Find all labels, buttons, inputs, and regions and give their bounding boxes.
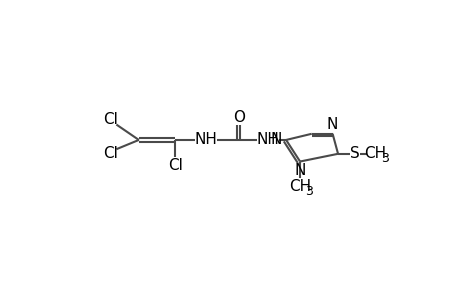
Text: 3: 3 — [305, 185, 313, 198]
Text: Cl: Cl — [102, 112, 118, 128]
Text: Cl: Cl — [102, 146, 118, 161]
Text: NH: NH — [195, 132, 217, 147]
Text: S: S — [349, 146, 359, 161]
Text: Cl: Cl — [168, 158, 182, 173]
Text: CH: CH — [364, 146, 386, 161]
Text: CH: CH — [288, 178, 310, 194]
Text: N: N — [326, 117, 337, 132]
Text: N: N — [270, 132, 282, 147]
Text: O: O — [232, 110, 244, 125]
Text: 3: 3 — [380, 152, 388, 165]
Text: N: N — [294, 163, 305, 178]
Text: NH: NH — [256, 132, 279, 147]
